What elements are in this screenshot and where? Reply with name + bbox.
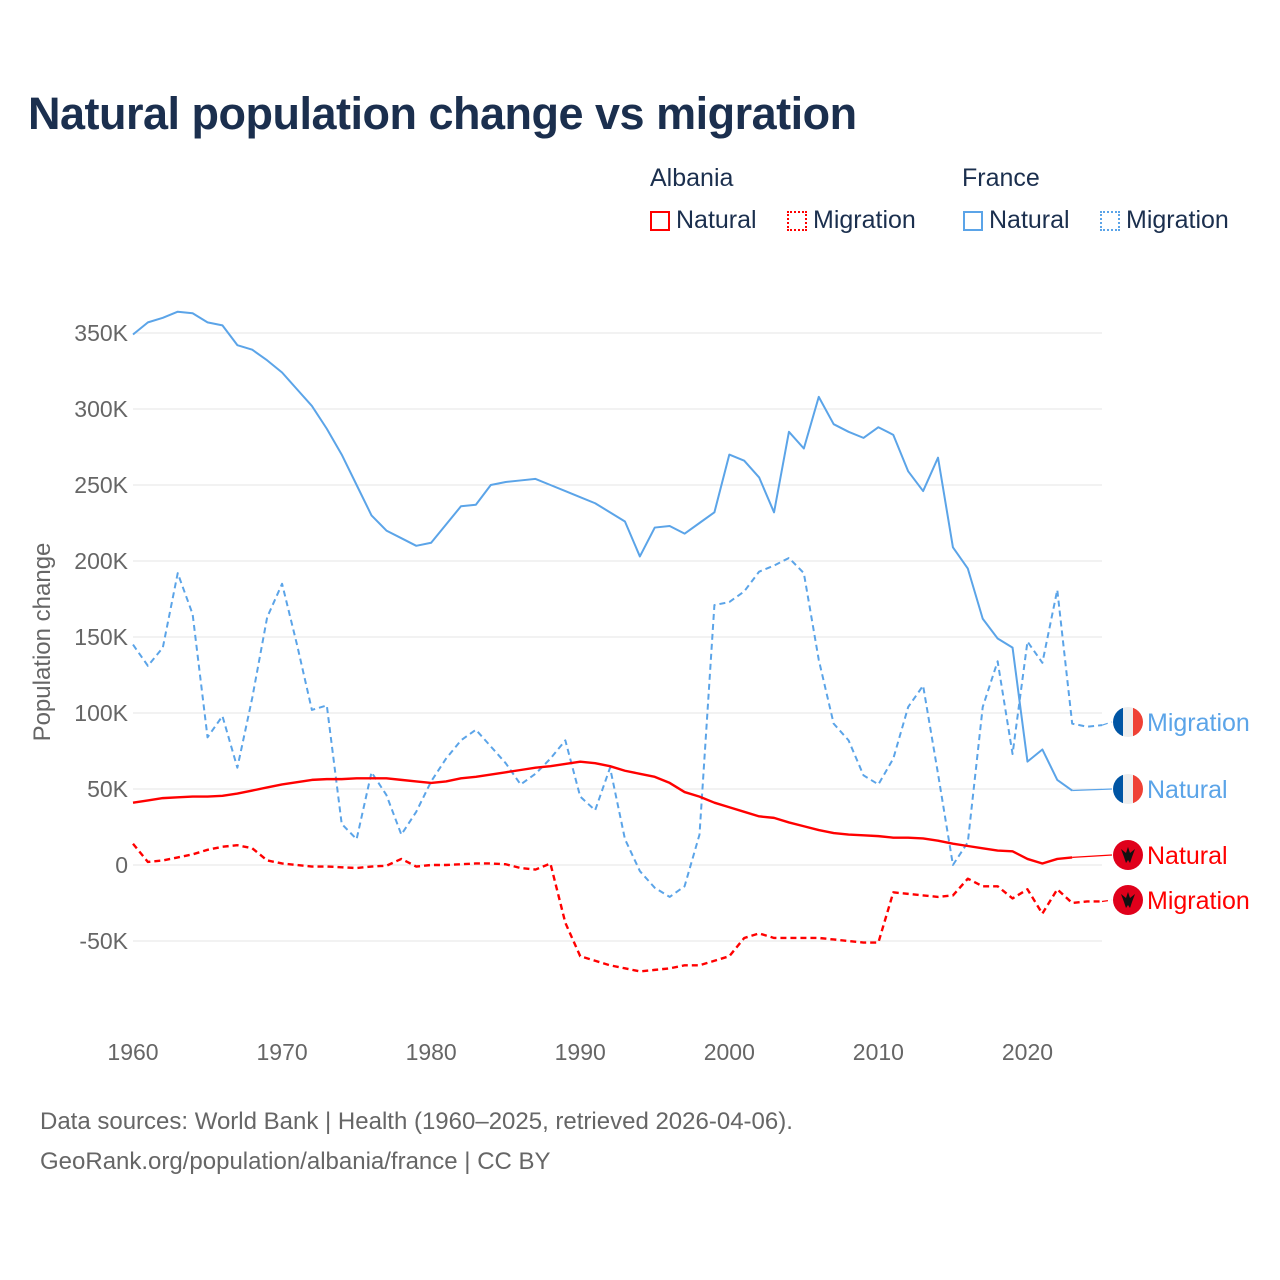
x-tick-label: 1980 — [406, 1039, 457, 1065]
y-tick-label: 300K — [74, 396, 128, 422]
legend-swatch-dotted-blue — [1100, 210, 1120, 231]
legend-label: Migration — [813, 206, 916, 234]
y-tick-label: 250K — [74, 472, 128, 498]
france-flag-icon — [1113, 774, 1143, 804]
end-connector — [1101, 721, 1113, 726]
legend-swatch-dotted-red — [787, 210, 807, 231]
legend-label: Natural — [676, 206, 757, 234]
x-tick-label: 2020 — [1002, 1039, 1053, 1065]
end-connector — [1072, 854, 1113, 858]
legend-label: Migration — [1126, 206, 1229, 234]
x-tick-label: 1960 — [107, 1039, 158, 1065]
end-label-france-migration: Migration — [1147, 709, 1250, 737]
x-tick-label: 2010 — [853, 1039, 904, 1065]
series-line-france-natural — [132, 310, 1073, 792]
end-connector — [1072, 788, 1113, 792]
albania-flag-icon — [1113, 885, 1143, 915]
series-line-france-migration — [132, 556, 1103, 898]
series-line-albania-migration — [132, 842, 1102, 973]
y-tick-label: 150K — [74, 624, 128, 650]
y-tick-label: 0 — [115, 852, 128, 878]
legend-group-albania: Albania — [650, 164, 734, 192]
end-label-france-natural: Natural — [1147, 776, 1228, 804]
footer-link[interactable]: GeoRank.org/population/albania/france | … — [40, 1148, 551, 1175]
legend-group-france: France — [962, 164, 1040, 192]
legend-swatch-solid-red — [650, 210, 670, 231]
y-tick-label: 350K — [74, 320, 128, 346]
y-tick-label: 200K — [74, 548, 128, 574]
end-label-albania-natural: Natural — [1147, 842, 1228, 870]
end-label-albania-migration: Migration — [1147, 887, 1250, 915]
x-tick-label: 2000 — [704, 1039, 755, 1065]
y-tick-label: 100K — [74, 700, 128, 726]
footer-sources: Data sources: World Bank | Health (1960–… — [40, 1108, 793, 1135]
legend-france-natural[interactable]: Natural — [963, 206, 1070, 235]
legend-swatch-solid-blue — [963, 210, 983, 231]
legend-albania-migration[interactable]: Migration — [787, 206, 916, 235]
legend-label: Natural — [989, 206, 1070, 234]
france-flag-icon — [1113, 707, 1143, 737]
x-tick-label: 1990 — [555, 1039, 606, 1065]
legend-albania-natural[interactable]: Natural — [650, 206, 757, 235]
y-tick-label: -50K — [79, 928, 128, 954]
albania-flag-icon — [1113, 840, 1143, 870]
y-tick-label: 50K — [87, 776, 129, 802]
x-tick-label: 1970 — [256, 1039, 307, 1065]
series-line-albania-natural — [132, 760, 1073, 865]
y-axis-label: Population change — [29, 543, 56, 742]
legend-france-migration[interactable]: Migration — [1100, 206, 1229, 235]
chart-title: Natural population change vs migration — [28, 88, 857, 139]
end-connector — [1101, 899, 1113, 903]
